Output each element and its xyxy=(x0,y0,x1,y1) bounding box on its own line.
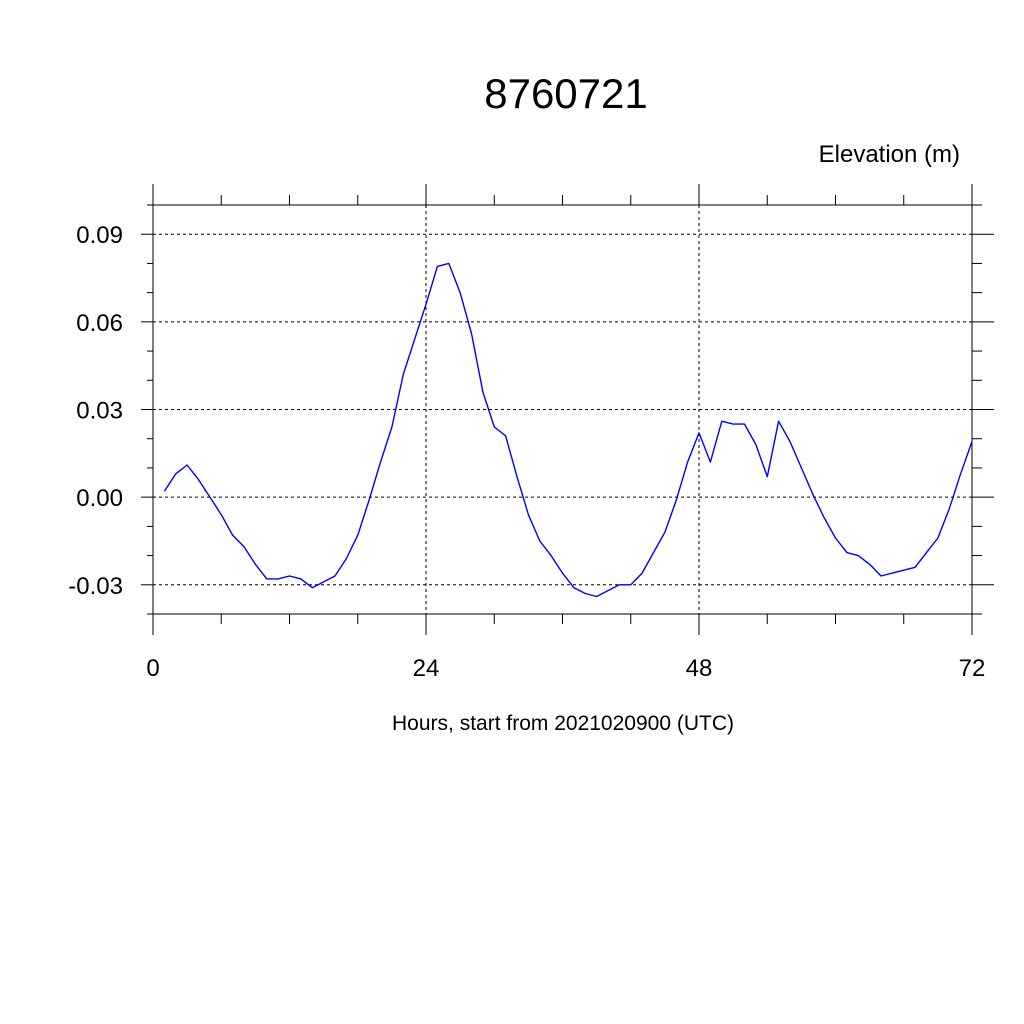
ticks: -0.03 0.00 0.03 0.06 0.09 0 24 48 72 xyxy=(68,184,994,682)
y-tick-label: 0.06 xyxy=(76,310,123,337)
grid xyxy=(153,205,972,614)
series xyxy=(163,262,973,598)
y-tick-label: 0.09 xyxy=(76,222,123,249)
y-tick-label: -0.03 xyxy=(68,573,123,600)
x-tick-label: 72 xyxy=(959,655,986,682)
y-tick-label: 0.03 xyxy=(76,398,123,425)
y-tick-label: 0.00 xyxy=(76,485,123,512)
elevation-series-line xyxy=(163,262,973,598)
x-tick-label: 0 xyxy=(146,655,159,682)
x-tick-label: 24 xyxy=(413,655,440,682)
y-axis-label: Elevation (m) xyxy=(819,141,960,168)
x-tick-label: 48 xyxy=(686,655,713,682)
chart-title: 8760721 xyxy=(484,70,648,117)
x-axis-label: Hours, start from 2021020900 (UTC) xyxy=(392,712,734,735)
